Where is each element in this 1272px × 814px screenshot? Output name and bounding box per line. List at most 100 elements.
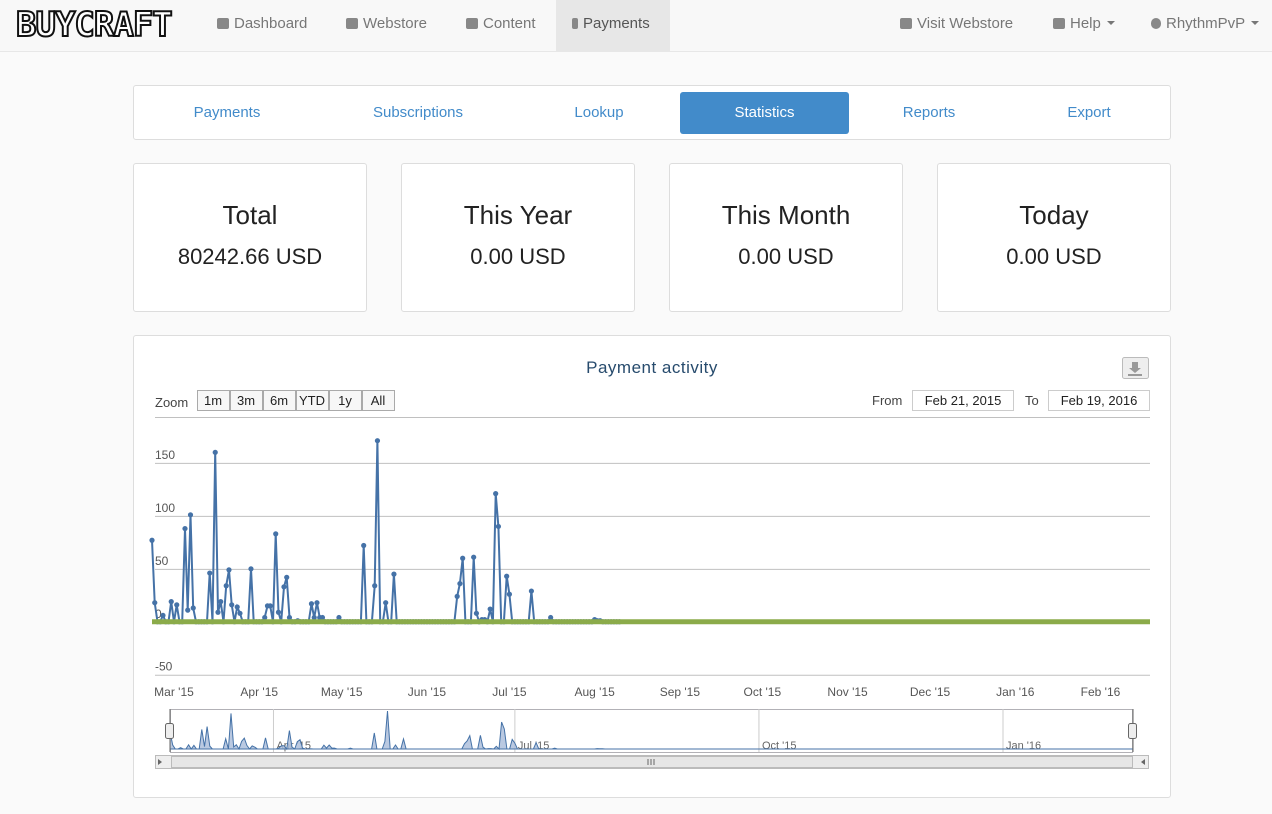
nav-webstore[interactable]: Webstore [346, 0, 446, 51]
x-tick-label: Apr '15 [240, 685, 278, 699]
navigator-tick-label: Jul '15 [518, 740, 549, 752]
point [185, 607, 191, 613]
point [308, 601, 315, 607]
navigator-tick-label: Oct '15 [762, 740, 797, 752]
nav-label: Dashboard [234, 15, 308, 32]
zoom-button-label: YTD [299, 393, 325, 408]
point [226, 567, 232, 573]
point [548, 614, 554, 621]
navbar: BUYCRAFT Dashboard Webstore Content Paym… [0, 0, 1272, 52]
x-tick-label: Jun '15 [408, 685, 447, 699]
y-tick-label: 50 [155, 554, 169, 568]
zoom-button-label: 3m [237, 393, 255, 408]
x-tick-label: Jul '15 [492, 685, 527, 699]
subnav: Payments Subscriptions Lookup Statistics… [133, 85, 1171, 140]
nav-dashboard[interactable]: Dashboard [217, 0, 329, 51]
navigator-handle[interactable] [1128, 723, 1137, 739]
zoom-button[interactable] [362, 390, 395, 411]
point [275, 609, 282, 615]
point [454, 593, 460, 599]
stat-label: Total [222, 200, 278, 230]
zoom-button-label: 1y [338, 393, 352, 408]
x-tick-label: Feb '16 [1081, 685, 1121, 699]
point [506, 591, 513, 597]
logo[interactable]: BUYCRAFT [15, 4, 174, 46]
x-tick-label: Aug '15 [574, 685, 615, 699]
stat-value: 0.00 USD [1006, 244, 1102, 269]
point [372, 583, 378, 589]
point [495, 523, 502, 530]
nav-payments[interactable]: Payments [556, 0, 670, 51]
nav-label: Webstore [363, 15, 427, 32]
zoom-label: Zoom [155, 395, 188, 410]
x-tick-label: Mar '15 [154, 685, 194, 699]
point [223, 583, 229, 589]
point [471, 554, 477, 560]
nav-help[interactable]: Help [1053, 0, 1128, 51]
x-tick-label: Sep '15 [660, 685, 701, 699]
stat-value: 0.00 USD [738, 244, 834, 269]
nav-content[interactable]: Content [466, 0, 556, 51]
scrollbar-grip [647, 759, 655, 765]
point [311, 614, 317, 621]
point [212, 449, 218, 455]
point [383, 600, 389, 606]
stat-card: This Year 0.00 USD [401, 163, 635, 312]
stat-value: 0.00 USD [470, 244, 566, 269]
y-tick-label: 0 [155, 607, 162, 621]
point [528, 588, 535, 594]
chart-panel [133, 335, 1171, 798]
point [190, 605, 196, 611]
point [187, 512, 194, 518]
chart: Payment activity Zoom From Feb 21, 2015 … [149, 357, 1150, 769]
stat-label: Today [1019, 200, 1089, 230]
to-input[interactable] [1048, 390, 1150, 411]
stat-label: This Month [721, 200, 851, 230]
point [361, 542, 367, 549]
y-tick-label: -50 [155, 660, 173, 674]
y-tick-label: 100 [155, 501, 175, 515]
nav-label: Help [1070, 15, 1101, 32]
point [286, 614, 293, 621]
point [314, 600, 320, 606]
zoom-button[interactable] [197, 390, 230, 411]
zoom-button[interactable] [230, 390, 263, 411]
point [160, 612, 166, 619]
point [284, 574, 290, 580]
zoom-button[interactable] [263, 390, 296, 411]
point [152, 600, 158, 606]
tab[interactable]: Reports [902, 104, 956, 121]
point [457, 581, 463, 587]
zoom-button[interactable] [329, 390, 362, 411]
stat-value: 80242.66 USD [177, 244, 323, 269]
nav-user[interactable]: RhythmPvP [1151, 0, 1269, 51]
point [174, 602, 180, 608]
point [207, 570, 213, 576]
point [234, 604, 240, 610]
x-tick-label: Jan '16 [996, 685, 1035, 699]
chart-title: Payment activity [586, 358, 718, 377]
x-tick-label: Dec '15 [910, 685, 951, 699]
nav-label: Visit Webstore [917, 15, 1014, 32]
from-date: Feb 21, 2015 [925, 393, 1002, 408]
stat-label: This Year [463, 200, 573, 230]
navigator-tick-label: Jan '16 [1006, 740, 1041, 752]
nav-label: Payments [583, 15, 650, 32]
tab[interactable]: Export [1067, 104, 1111, 121]
to-label: To [1025, 393, 1039, 408]
tab-active[interactable]: Statistics [680, 92, 849, 134]
tab[interactable]: Lookup [574, 104, 624, 121]
navigator-handle[interactable] [165, 723, 174, 739]
point [487, 606, 493, 612]
point [319, 614, 326, 621]
scrollbar-thumb[interactable] [171, 756, 1133, 768]
point [336, 614, 342, 621]
zoom-button-label: 6m [270, 393, 288, 408]
export-button[interactable] [1122, 357, 1149, 379]
tab[interactable]: Subscriptions [372, 104, 464, 121]
nav-visit-webstore[interactable]: Visit Webstore [900, 0, 1030, 51]
zoom-button[interactable] [296, 390, 329, 411]
from-input[interactable] [912, 390, 1014, 411]
tab[interactable]: Payments [193, 104, 261, 121]
